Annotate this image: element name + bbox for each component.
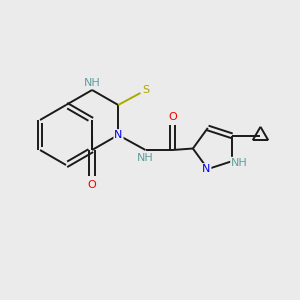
Text: NH: NH xyxy=(231,158,248,168)
Text: NH: NH xyxy=(84,77,100,88)
Text: O: O xyxy=(88,179,97,190)
Text: N: N xyxy=(114,130,123,140)
Text: O: O xyxy=(168,112,177,122)
Text: NH: NH xyxy=(137,153,154,164)
Text: S: S xyxy=(142,85,149,95)
Text: N: N xyxy=(202,164,211,174)
